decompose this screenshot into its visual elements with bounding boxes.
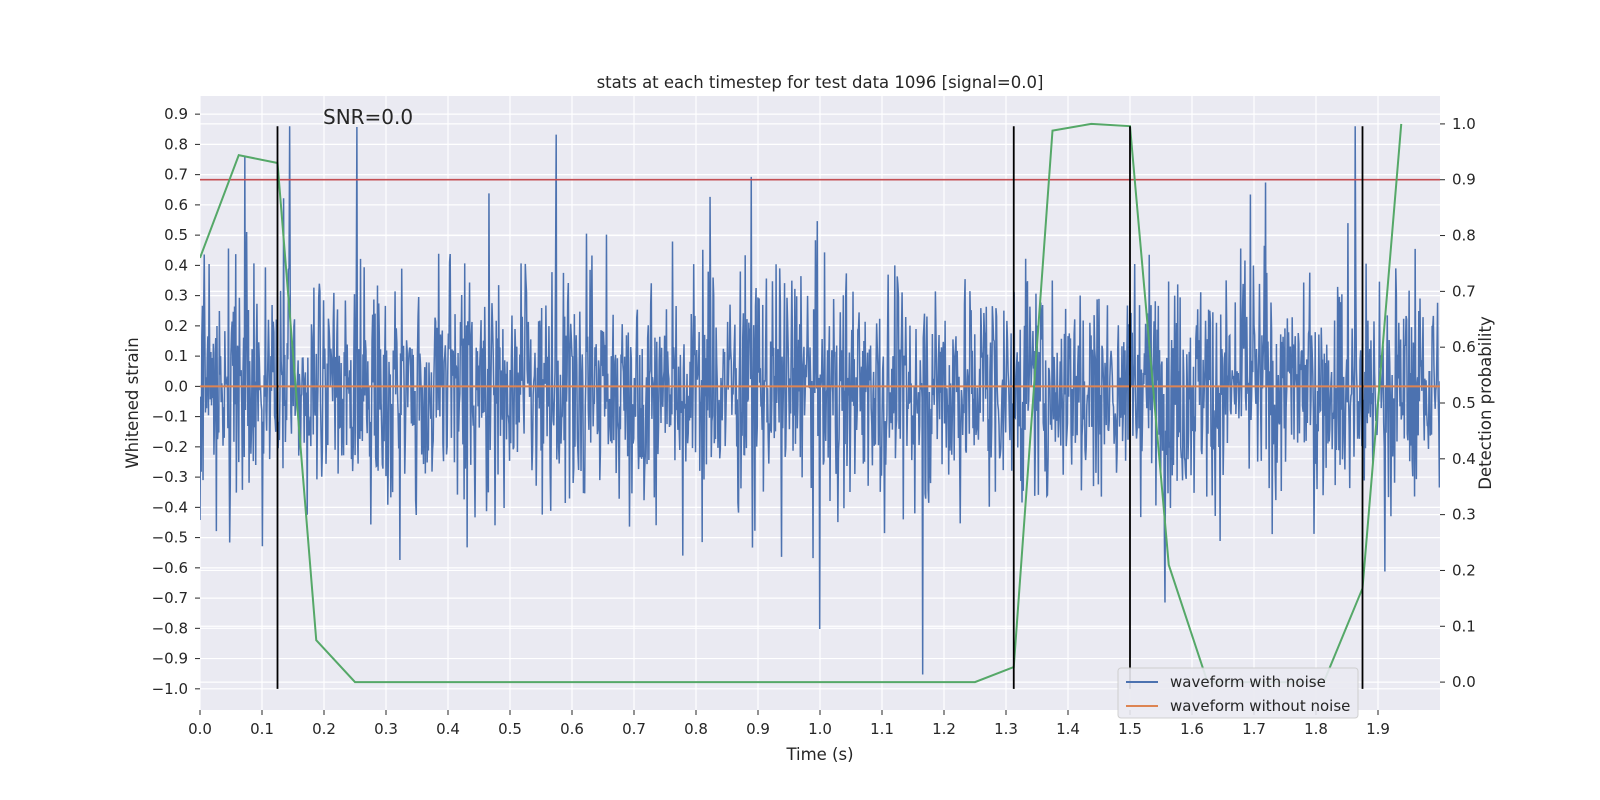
series-line-probability [200, 122, 1403, 684]
legend-box [1117, 667, 1359, 719]
y-axis-label-left: Whitened strain [123, 337, 142, 468]
y-tick-label-left: 0.9 [164, 105, 188, 123]
x-axis-label: Time (s) [785, 745, 853, 764]
x-tick-label: 0.5 [498, 720, 522, 738]
y-tick-label-right: 0.4 [1452, 450, 1476, 468]
chart-title: stats at each timestep for test data 109… [597, 73, 1044, 92]
x-tick-label: 0.0 [188, 720, 212, 738]
y-tick-label-right: 0.2 [1452, 561, 1476, 579]
x-tick-label: 0.2 [312, 720, 336, 738]
x-tick-label: 1.3 [994, 720, 1018, 738]
y-tick-label-left: −0.6 [152, 559, 188, 577]
y-ticks-right: 1.0 0.9 0.8 0.7 0.6 0.5 0.4 0.3 0.2 0.1 0.0 [1440, 115, 1476, 691]
x-tick-label: 1.7 [1242, 720, 1266, 738]
legend-label-clean: waveform without noise [1170, 697, 1350, 715]
legend-label-noise: waveform with noise [1170, 673, 1326, 691]
x-tick-label: 1.5 [1118, 720, 1142, 738]
y-axis-label-right: Detection probability [1476, 316, 1495, 490]
y-tick-label-left: −1.0 [152, 680, 188, 698]
y-tick-label-left: 0.2 [164, 317, 188, 335]
x-tick-label: 1.9 [1366, 720, 1390, 738]
x-tick-label: 0.4 [436, 720, 460, 738]
x-tick-label: 1.0 [808, 720, 832, 738]
y-tick-label-left: −0.5 [152, 529, 188, 547]
y-tick-label-left: 0.4 [164, 256, 188, 274]
y-tick-label-left: −0.4 [152, 498, 188, 516]
legend: waveform with noise waveform without noi… [1117, 667, 1359, 719]
x-tick-label: 1.4 [1056, 720, 1080, 738]
y-tick-label-left: −0.1 [152, 408, 188, 426]
x-tick-label: 1.1 [870, 720, 894, 738]
x-tick-label: 0.8 [684, 720, 708, 738]
series-line-noise [200, 126, 1440, 675]
x-tick-label: 1.8 [1304, 720, 1328, 738]
y-tick-label-left: −0.9 [152, 650, 188, 668]
y-tick-label-left: 0.0 [164, 377, 188, 395]
series-layer [200, 122, 1440, 689]
y-tick-label-left: −0.8 [152, 619, 188, 637]
x-tick-label: 0.3 [374, 720, 398, 738]
x-tick-label: 0.9 [746, 720, 770, 738]
y-tick-label-left: −0.2 [152, 438, 188, 456]
snr-annotation: SNR=0.0 [323, 105, 413, 129]
y-tick-label-left: 0.7 [164, 166, 188, 184]
x-tick-label: 0.6 [560, 720, 584, 738]
x-tick-label: 0.7 [622, 720, 646, 738]
y-tick-label-left: 0.6 [164, 196, 188, 214]
x-ticks: 0.0 0.1 0.2 0.3 0.4 0.5 0.6 0.7 0.8 0.9 1.0 1.1 1.2 1… [188, 710, 1390, 738]
y-tick-label-left: 0.3 [164, 287, 188, 305]
x-tick-label: 0.1 [250, 720, 274, 738]
y-tick-label-right: 0.6 [1452, 338, 1476, 356]
y-ticks-left: 0.9 0.8 0.7 0.6 0.5 0.4 0.3 0.2 0.1 0.0 −0.1 −0.2 −0… [152, 105, 200, 698]
y-tick-label-right: 0.9 [1452, 171, 1476, 189]
y-tick-label-left: 0.5 [164, 226, 188, 244]
y-tick-label-left: −0.7 [152, 589, 188, 607]
y-tick-label-right: 0.0 [1452, 673, 1476, 691]
y-tick-label-right: 0.3 [1452, 506, 1476, 524]
y-tick-label-right: 0.1 [1452, 617, 1476, 635]
x-tick-label: 1.6 [1180, 720, 1204, 738]
x-tick-label: 1.2 [932, 720, 956, 738]
y-tick-label-left: −0.3 [152, 468, 188, 486]
y-tick-label-left: 0.1 [164, 347, 188, 365]
y-tick-label-right: 0.5 [1452, 394, 1476, 412]
y-tick-label-right: 0.8 [1452, 227, 1476, 245]
y-tick-label-right: 0.7 [1452, 282, 1476, 300]
y-tick-label-left: 0.8 [164, 135, 188, 153]
y-tick-label-right: 1.0 [1452, 115, 1476, 133]
